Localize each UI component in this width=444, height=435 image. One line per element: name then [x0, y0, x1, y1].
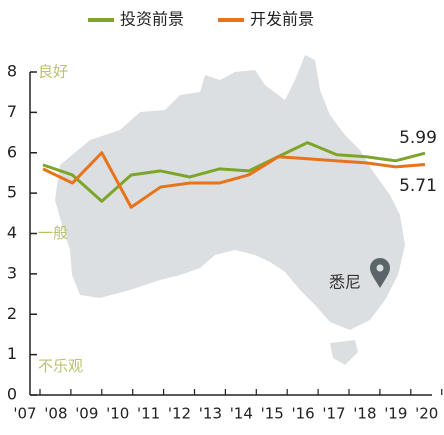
annotation: 良好	[38, 63, 68, 81]
x-tick-label: '16	[291, 405, 314, 423]
series-line	[42, 151, 426, 209]
y-tick-label: 5	[7, 183, 17, 202]
y-tick-label: 2	[7, 304, 17, 323]
x-tick-label: '10	[106, 405, 129, 423]
legend-label: 投资前景	[120, 10, 184, 29]
x-tick-label: '14	[230, 405, 253, 423]
x-tick-label: '15	[261, 405, 284, 423]
legend-label: 开发前景	[250, 10, 314, 29]
x-tick-label: '18	[353, 405, 376, 423]
sydney-pin-hole	[376, 264, 384, 272]
x-tick-label: '12	[168, 405, 191, 423]
annotation: 一般	[38, 224, 68, 242]
annotation: 不乐观	[38, 357, 83, 375]
y-tick-label: 1	[7, 344, 17, 363]
sydney-pin	[370, 258, 390, 288]
x-tick-label: '08	[44, 405, 67, 423]
x-tick-label: '09	[75, 405, 98, 423]
x-tick-label: '11	[137, 405, 160, 423]
series-line	[42, 141, 426, 203]
x-tick-label: '13	[199, 405, 222, 423]
y-tick-label: 7	[7, 102, 17, 121]
value-label: 5.71	[399, 176, 437, 196]
y-tick-label: 3	[7, 263, 17, 282]
x-tick-label: '20	[415, 405, 438, 423]
y-tick-label: 6	[7, 142, 17, 161]
x-tick-label: '07	[13, 405, 36, 423]
x-tick-label: '17	[322, 405, 345, 423]
city-label: 悉尼	[329, 273, 361, 292]
y-tick-label: 8	[7, 62, 17, 81]
x-tick-label: '19	[384, 405, 407, 423]
australia-map	[55, 55, 405, 330]
tasmania-map	[330, 340, 358, 365]
y-tick-label: 4	[7, 223, 17, 242]
value-label: 5.99	[399, 128, 437, 148]
y-tick-label: 0	[7, 385, 17, 404]
